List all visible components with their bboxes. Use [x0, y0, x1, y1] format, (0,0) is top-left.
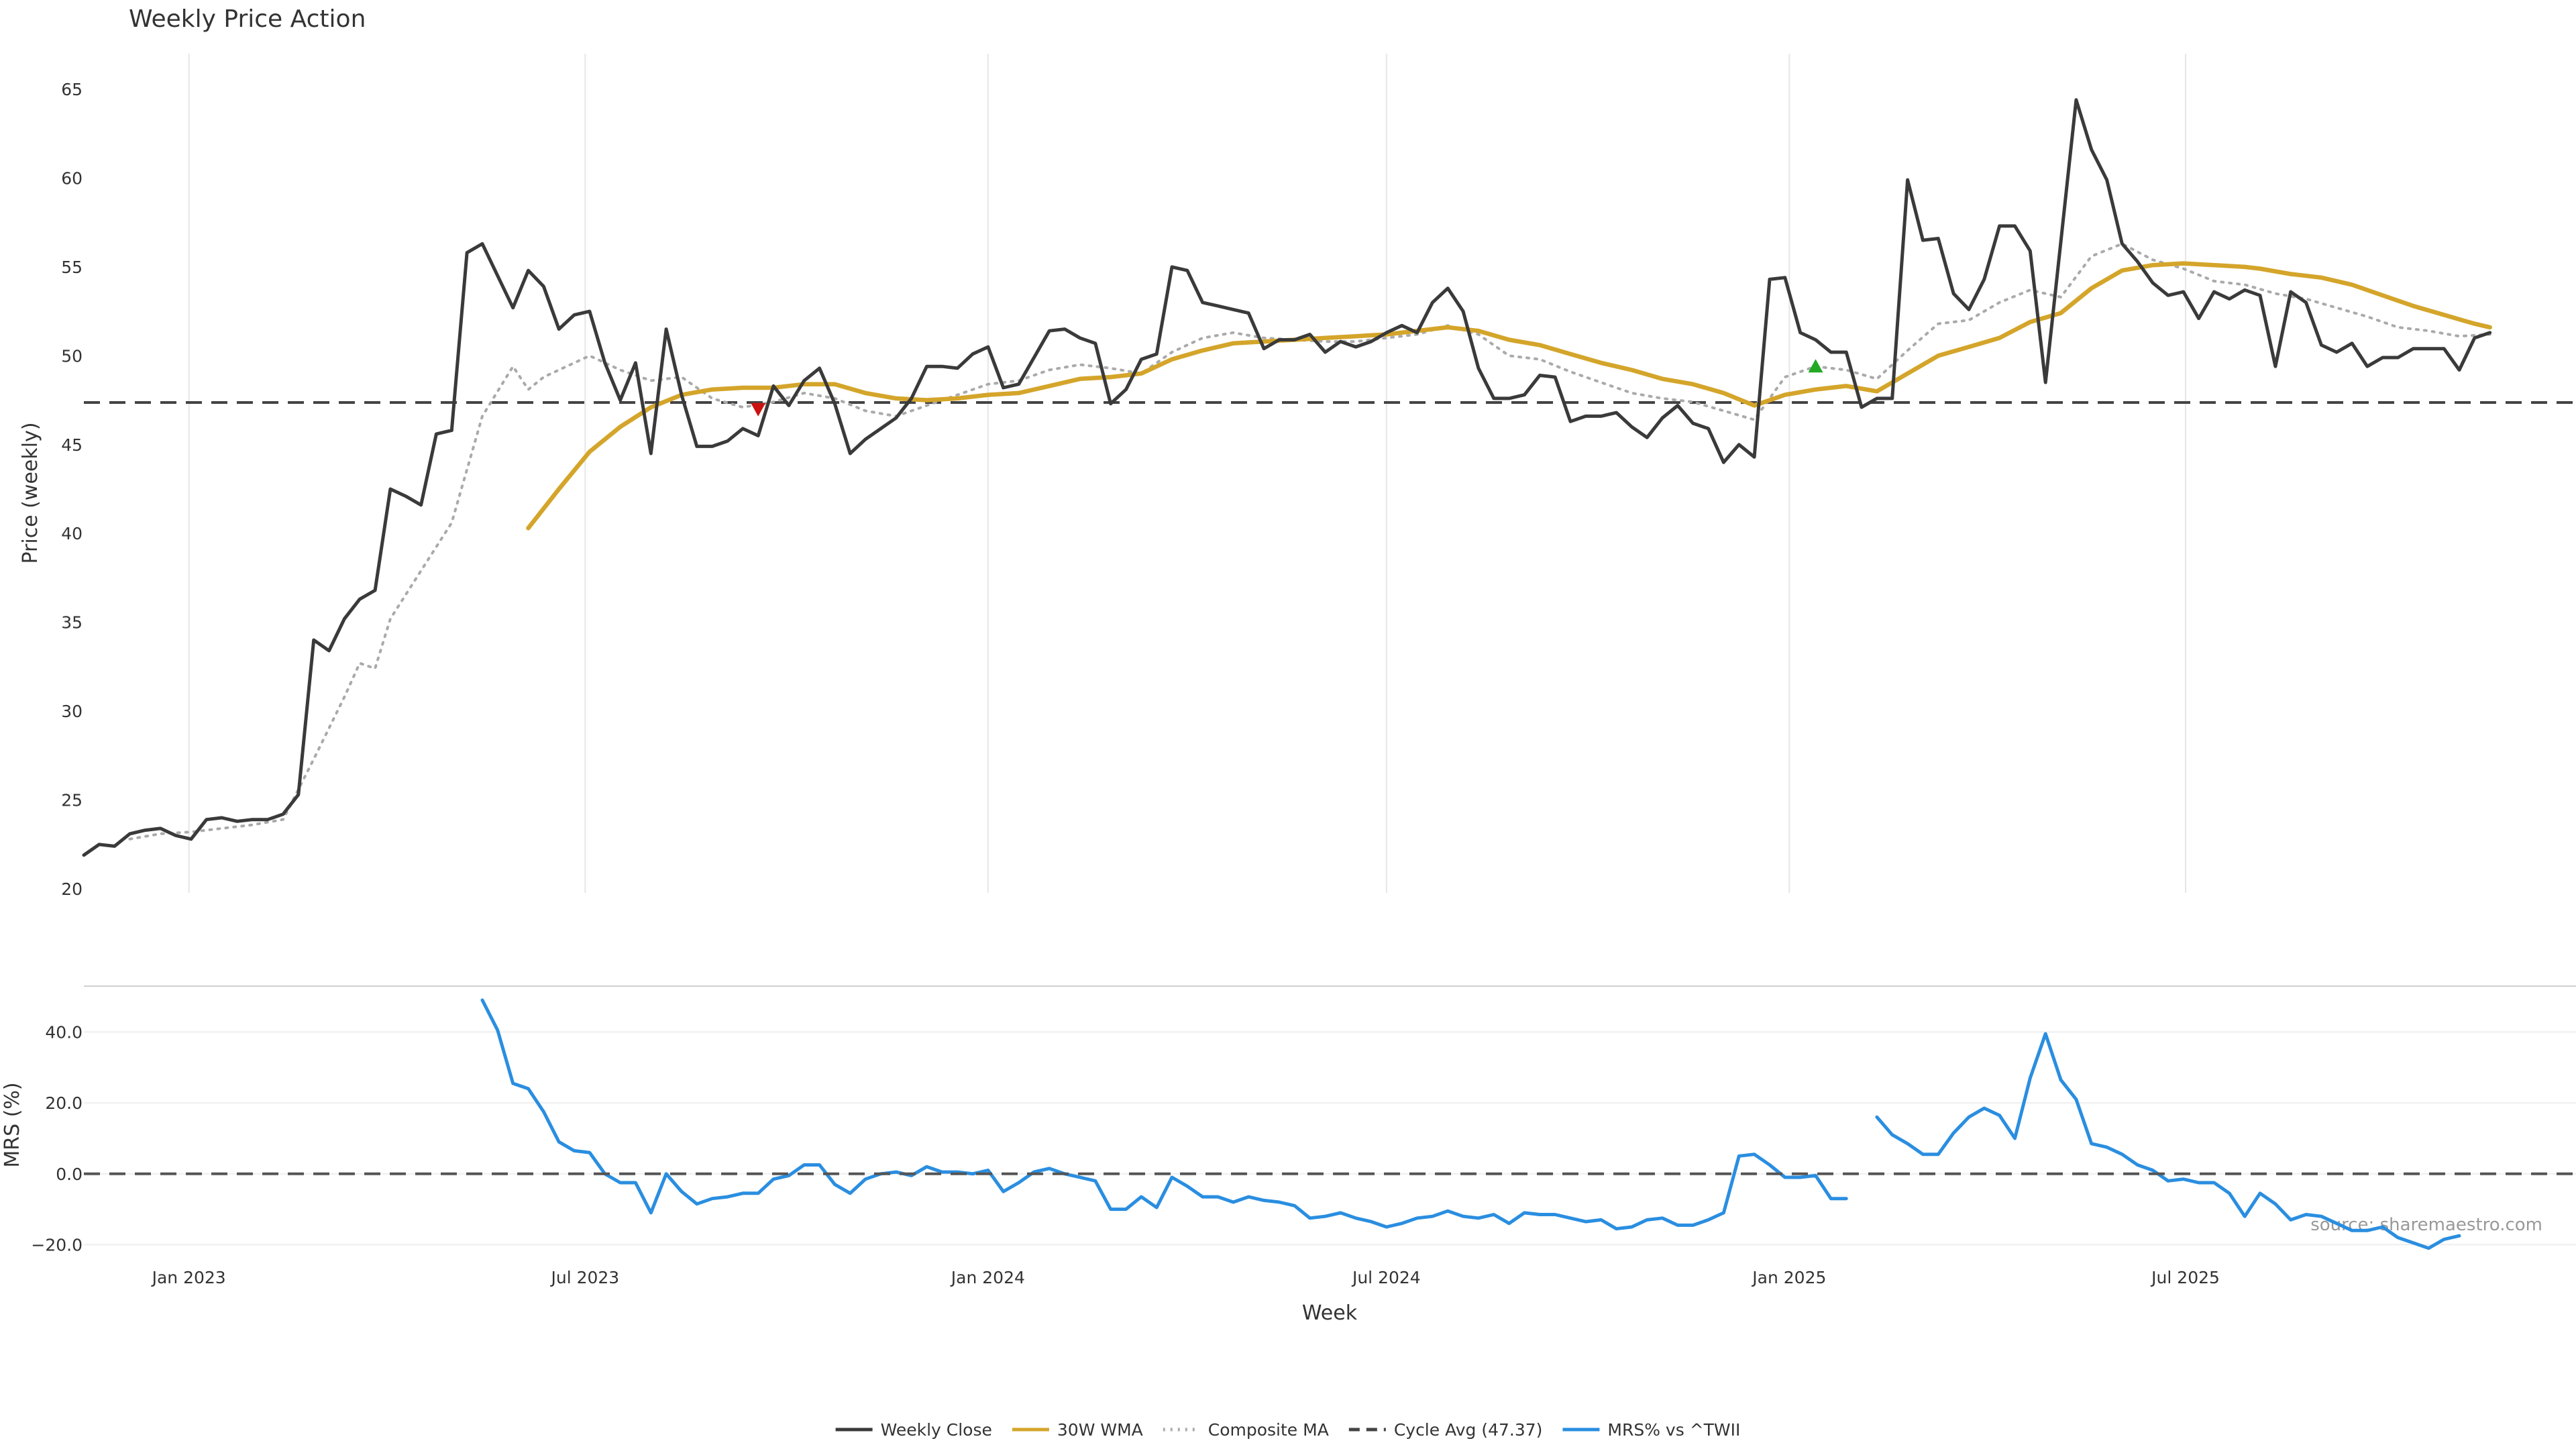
x-tick-label: Jul 2023	[549, 1268, 619, 1287]
legend-label: 30W WMA	[1057, 1420, 1143, 1440]
30w-wma-line	[526, 261, 2492, 531]
weekly-close-line	[82, 98, 2492, 857]
price-y-tick-label: 20	[61, 879, 83, 899]
price-y-tick-label: 35	[61, 613, 83, 633]
legend-label: MRS% vs ^TWII	[1607, 1420, 1740, 1440]
grid-layer	[84, 54, 2576, 1246]
buy-marker	[1808, 359, 1823, 373]
price-y-tick-label: 55	[61, 258, 83, 277]
legend-label: Composite MA	[1208, 1420, 1329, 1440]
price-y-tick-label: 60	[61, 168, 83, 188]
tick-layer: Jan 2023 Jul 2023 Jan 2024 Jul 2024 Jan 2025…	[31, 80, 2220, 1287]
legend-label: Weekly Close	[881, 1420, 992, 1440]
composite-ma-line	[128, 242, 2491, 841]
x-tick-label: Jan 2024	[950, 1268, 1025, 1287]
price-y-tick-label: 45	[61, 435, 83, 455]
sell-marker	[751, 402, 766, 417]
chart-title: Weekly Price Action	[129, 5, 366, 33]
legend: Weekly Close 30W WMA Composite MA Cycle Avg…	[835, 1420, 1740, 1440]
mrs-axis-label: MRS (%)	[1, 1082, 24, 1167]
price-y-tick-label: 25	[61, 791, 83, 810]
source-label: source: sharemaestro.com	[2310, 1215, 2542, 1235]
price-axis-label: Price (weekly)	[19, 422, 42, 564]
x-tick-label: Jan 2025	[1751, 1268, 1826, 1287]
mrs-y-tick-label: 20.0	[45, 1093, 83, 1113]
x-tick-label: Jul 2024	[1351, 1268, 1421, 1287]
x-axis-label: Week	[1302, 1301, 1358, 1325]
mrs-y-tick-label: 0.0	[56, 1165, 83, 1184]
price-y-tick-label: 30	[61, 702, 83, 721]
series-layer	[82, 98, 2576, 1250]
mrs-line	[480, 998, 1848, 1231]
mrs-y-tick-label: −20.0	[31, 1235, 83, 1254]
mrs-line	[1875, 1032, 2461, 1250]
mrs-y-tick-label: 40.0	[45, 1022, 83, 1042]
price-y-tick-label: 65	[61, 80, 83, 99]
legend-label: Cycle Avg (47.37)	[1394, 1420, 1543, 1440]
x-tick-label: Jan 2023	[151, 1268, 226, 1287]
price-y-tick-label: 50	[61, 346, 83, 366]
price-y-tick-label: 40	[61, 524, 83, 543]
x-tick-label: Jul 2025	[2150, 1268, 2220, 1287]
